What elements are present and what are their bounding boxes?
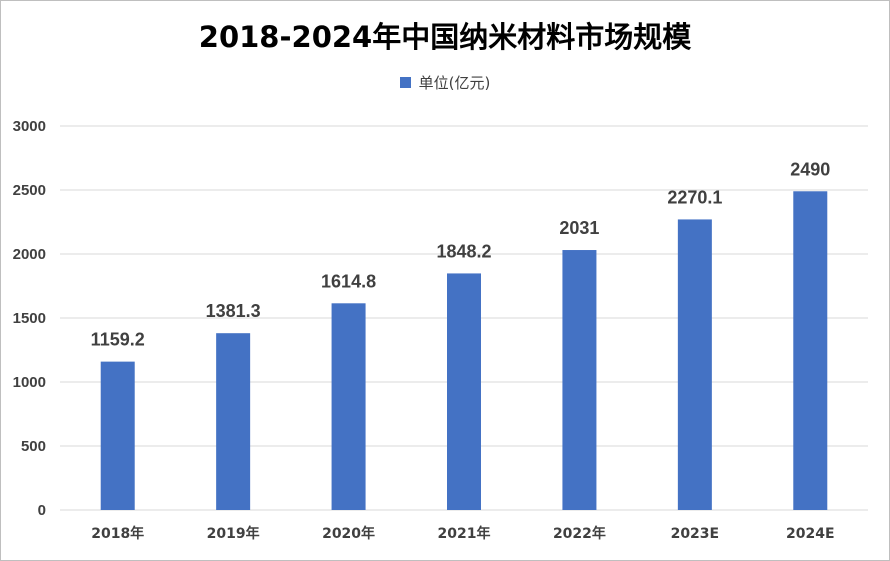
bar (100, 361, 135, 510)
chart-title: 2018-2024年中国纳米材料市场规模 (198, 20, 692, 54)
bar (447, 273, 481, 510)
bars (100, 191, 828, 511)
x-tick-label: 2021年 (438, 525, 491, 542)
y-tick-label: 0 (38, 502, 46, 519)
x-tick-label: 2019年 (207, 525, 260, 542)
data-label: 2270.1 (667, 187, 722, 207)
data-label: 1614.8 (321, 271, 376, 291)
data-label: 1159.2 (91, 330, 145, 350)
bar (793, 191, 828, 510)
chart-legend: 单位(亿元) (0, 72, 890, 93)
data-label: 2490 (790, 159, 830, 179)
legend-label: 单位(亿元) (418, 74, 491, 92)
data-label: 1848.2 (436, 241, 491, 261)
data-label: 2031 (559, 218, 599, 238)
legend-swatch (399, 77, 411, 88)
y-tick-label: 2000 (13, 246, 46, 263)
y-axis-ticks: 0 500 1000 1500 2000 2500 3000 (13, 118, 46, 519)
bar (331, 303, 366, 510)
bar (677, 219, 712, 511)
bar (216, 333, 251, 510)
x-axis-ticks: 2018年 2019年 2020年 2021年 2022年 2023E 2024E (91, 525, 834, 542)
x-tick-label: 2020年 (322, 525, 375, 542)
x-tick-label: 2018年 (91, 525, 144, 542)
y-tick-label: 3000 (13, 118, 46, 135)
y-tick-label: 1500 (13, 310, 46, 327)
x-tick-label: 2022年 (553, 525, 606, 542)
y-tick-label: 1000 (13, 374, 46, 391)
x-tick-label: 2023E (671, 526, 720, 542)
y-tick-label: 500 (21, 438, 46, 455)
data-label: 1381.3 (206, 301, 261, 321)
x-tick-label: 2024E (786, 526, 835, 542)
bar (562, 250, 597, 511)
data-labels: 1159.2 1381.3 1614.8 1848.2 2031 2270.1 2490 (91, 159, 831, 349)
y-tick-label: 2500 (13, 182, 46, 199)
